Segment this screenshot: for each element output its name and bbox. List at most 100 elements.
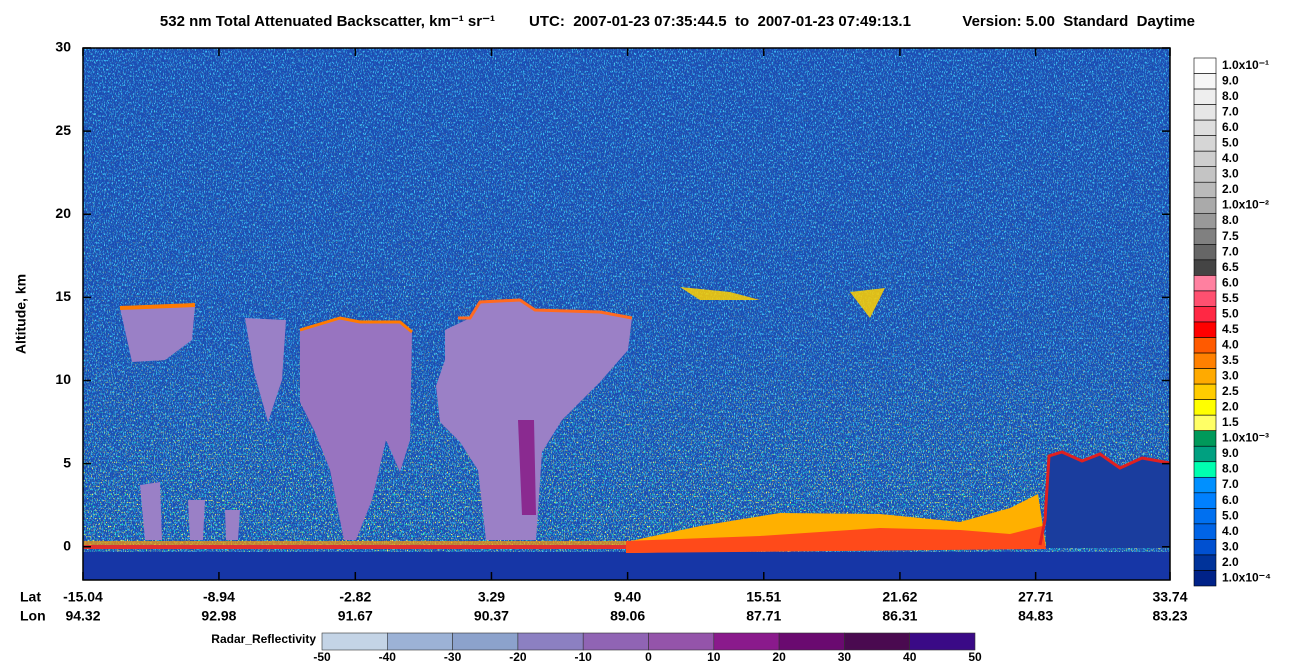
version: Version: 5.00 Standard Daytime <box>962 13 1195 30</box>
lon-tick-label: 86.31 <box>882 608 917 624</box>
reflectivity-tick-label: 20 <box>772 650 786 664</box>
colorbar-swatch <box>1193 523 1217 540</box>
reflectivity-swatch <box>778 632 845 651</box>
lon-tick-label: 83.23 <box>1152 608 1187 624</box>
colorbar-swatch <box>1193 476 1217 494</box>
x-tick-label: 33.74 <box>1152 589 1187 605</box>
colorbar-label: 1.0x10⁻² <box>1222 198 1269 212</box>
colorbar-label: 5.0 <box>1222 306 1239 320</box>
y-tick-label: 20 <box>55 205 71 221</box>
colorbar-swatch <box>1193 399 1217 416</box>
reflectivity-swatch <box>713 632 780 651</box>
colorbar-label: 2.5 <box>1222 384 1239 398</box>
reflectivity-label: Radar_Reflectivity <box>211 632 316 646</box>
colorbar-label: 6.0 <box>1222 120 1239 134</box>
x-tick-label: -8.94 <box>203 589 235 605</box>
x-row-label: Lon <box>20 608 46 624</box>
colorbar-swatch <box>1193 135 1217 152</box>
colorbar-swatch <box>1193 352 1217 369</box>
x-tick-label: 21.62 <box>882 589 917 605</box>
colorbar-label: 7.0 <box>1222 244 1239 258</box>
colorbar-label: 4.0 <box>1222 151 1239 165</box>
colorbar-label: 6.0 <box>1222 493 1239 507</box>
colorbar-swatch <box>1193 445 1217 463</box>
lon-tick-label: 90.37 <box>474 608 509 624</box>
colorbar-label: 9.0 <box>1222 446 1239 460</box>
colorbar-label: 2.0 <box>1222 555 1239 569</box>
cloud <box>245 318 286 422</box>
x-tick-label: -2.82 <box>339 589 371 605</box>
reflectivity-tick-label: -30 <box>444 650 462 664</box>
cloud-top <box>458 298 633 320</box>
x-tick-label: -15.04 <box>63 589 103 605</box>
lon-tick-label: 94.32 <box>65 608 100 624</box>
cloud-top <box>299 316 413 334</box>
reflectivity-swatch <box>909 632 976 651</box>
colorbar-swatch <box>1193 73 1217 90</box>
colorbar-swatch <box>1193 539 1217 556</box>
plot-frame <box>82 47 1171 581</box>
colorbar-swatch <box>1193 57 1217 74</box>
y-tick-label: 10 <box>55 371 71 387</box>
colorbar-swatch <box>1193 197 1217 214</box>
colorbar-swatch <box>1193 212 1217 230</box>
lon-tick-label: 84.83 <box>1018 608 1053 624</box>
cloud-top <box>119 303 196 310</box>
colorbar-swatch <box>1193 337 1217 354</box>
reflectivity-tick-label: -20 <box>509 650 527 664</box>
colorbar-label: 7.5 <box>1222 229 1239 243</box>
cirrus <box>680 287 885 318</box>
colorbar-label: 5.0 <box>1222 508 1239 522</box>
colorbar-swatch <box>1193 430 1217 447</box>
colorbar-swatch <box>1193 368 1217 385</box>
colorbar-label: 5.5 <box>1222 291 1239 305</box>
reflectivity-swatch <box>321 632 388 651</box>
colorbar-label: 1.0x10⁻³ <box>1222 431 1269 445</box>
colorbar-label: 8.0 <box>1222 213 1239 227</box>
colorbar-label: 7.0 <box>1222 477 1239 491</box>
reflectivity-swatch <box>582 632 649 651</box>
colorbar-swatch <box>1193 181 1217 199</box>
colorbar-swatch <box>1193 383 1217 400</box>
colorbar-swatch <box>1193 150 1217 168</box>
colorbar-label: 1.0x10⁻¹ <box>1222 58 1269 72</box>
y-tick-label: 0 <box>63 537 71 553</box>
colorbar-label: 2.0 <box>1222 182 1239 196</box>
reflectivity-swatch <box>386 632 453 651</box>
colorbar-swatch <box>1193 570 1217 587</box>
cloud <box>120 305 195 362</box>
colorbar-swatch <box>1193 554 1217 571</box>
colorbar-swatch <box>1193 104 1217 121</box>
reflectivity-tick-label: -10 <box>575 650 593 664</box>
colorbar-swatch <box>1193 244 1217 261</box>
colorbar-label: 1.5 <box>1222 415 1239 429</box>
cloud-top <box>1038 450 1170 546</box>
reflectivity-tick-label: 0 <box>645 650 652 664</box>
colorbar-label: 3.0 <box>1222 167 1239 181</box>
colorbar-label: 6.5 <box>1222 260 1239 274</box>
surface-line <box>83 545 626 549</box>
reflectivity-swatch <box>844 632 911 651</box>
reflectivity-tick-label: -50 <box>313 650 331 664</box>
colorbar-label: 4.0 <box>1222 524 1239 538</box>
colorbar-label: 3.0 <box>1222 369 1239 383</box>
colorbar-label: 3.5 <box>1222 353 1239 367</box>
reflectivity-tick-label: 10 <box>707 650 721 664</box>
reflectivity-tick-label: 50 <box>968 650 982 664</box>
aerosol-layer <box>626 526 1046 553</box>
colorbar-swatch <box>1193 306 1217 323</box>
colorbar-label: 5.0 <box>1222 136 1239 150</box>
lon-tick-label: 92.98 <box>201 608 236 624</box>
subsurface <box>83 552 1170 580</box>
cloud <box>300 318 412 540</box>
colorbar-swatch <box>1193 461 1217 478</box>
reflectivity-tick-label: 40 <box>903 650 917 664</box>
colorbar-label: 8.0 <box>1222 462 1239 476</box>
y-tick-label: 25 <box>55 122 71 138</box>
colorbar-swatch <box>1193 166 1217 183</box>
y-tick-label: 30 <box>55 39 71 55</box>
colorbar-label: 8.0 <box>1222 89 1239 103</box>
x-tick-label: 3.29 <box>478 589 505 605</box>
